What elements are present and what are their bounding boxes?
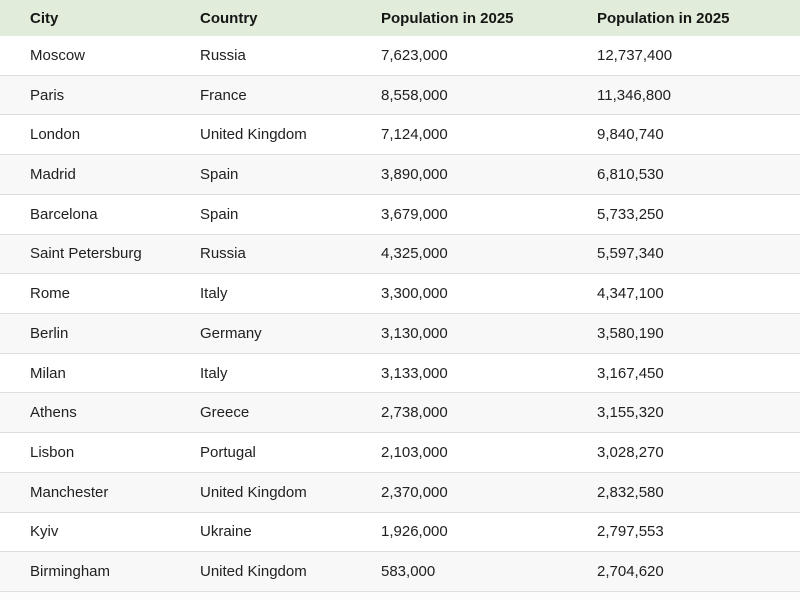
table-row: Rome Italy 3,300,000 4,347,100 — [0, 274, 800, 315]
table-row: Madrid Spain 3,890,000 6,810,530 — [0, 155, 800, 195]
table-row: Saint Petersburg Russia 4,325,000 5,597,… — [0, 234, 800, 275]
population-2025-cell-a: 2,370,000 — [381, 483, 448, 501]
population-2025-cell-b: 9,840,740 — [597, 126, 664, 144]
city-cell: Madrid — [30, 166, 76, 184]
population-2025-cell-a: 3,130,000 — [381, 324, 448, 342]
city-cell: Athens — [30, 404, 77, 422]
table-row: Barcelona Spain 3,679,000 5,733,250 — [0, 194, 800, 235]
population-2025-cell-b: 2,832,580 — [597, 483, 664, 501]
column-header-population-2025-a: Population in 2025 — [381, 9, 514, 27]
table-row: Athens Greece 2,738,000 3,155,320 — [0, 393, 800, 434]
population-2025-cell-b: 3,028,270 — [597, 444, 664, 462]
footer-strip — [0, 592, 800, 600]
population-2025-cell-b: 3,580,190 — [597, 324, 664, 342]
table-row: Birmingham United Kingdom 583,000 2,704,… — [0, 552, 800, 593]
population-2025-cell-a: 4,325,000 — [381, 245, 448, 263]
country-cell: United Kingdom — [200, 126, 307, 144]
population-2025-cell-b: 2,797,553 — [597, 523, 664, 541]
column-header-city: City — [30, 9, 59, 27]
city-cell: Kyiv — [30, 523, 59, 541]
country-cell: United Kingdom — [200, 563, 307, 581]
population-2025-cell-b: 6,810,530 — [597, 166, 664, 184]
city-cell: Manchester — [30, 483, 109, 501]
population-2025-cell-a: 7,623,000 — [381, 46, 448, 64]
country-cell: Italy — [200, 285, 228, 303]
country-cell: Germany — [200, 324, 262, 342]
population-2025-cell-a: 8,558,000 — [381, 86, 448, 104]
population-2025-cell-b: 3,167,450 — [597, 364, 664, 382]
city-cell: Lisbon — [30, 444, 75, 462]
population-2025-cell-a: 2,738,000 — [381, 404, 448, 422]
population-2025-cell-a: 7,124,000 — [381, 126, 448, 144]
population-2025-cell-a: 3,133,000 — [381, 364, 448, 382]
country-cell: Russia — [200, 46, 246, 64]
country-cell: Italy — [200, 364, 228, 382]
country-cell: Russia — [200, 245, 246, 263]
city-cell: Birmingham — [30, 563, 111, 581]
country-cell: Spain — [200, 205, 239, 223]
city-cell: Moscow — [30, 46, 86, 64]
country-cell: United Kingdom — [200, 483, 307, 501]
table-row: London United Kingdom 7,124,000 9,840,74… — [0, 115, 800, 156]
country-cell: France — [200, 86, 247, 104]
table-row: Berlin Germany 3,130,000 3,580,190 — [0, 314, 800, 354]
table-row: Lisbon Portugal 2,103,000 3,028,270 — [0, 433, 800, 473]
column-header-population-2025-b: Population in 2025 — [597, 9, 730, 27]
table-row: Moscow Russia 7,623,000 12,737,400 — [0, 36, 800, 76]
country-cell: Spain — [200, 166, 239, 184]
population-2025-cell-b: 11,346,800 — [597, 86, 671, 104]
population-2025-cell-a: 583,000 — [381, 563, 436, 581]
population-2025-cell-a: 3,300,000 — [381, 285, 448, 303]
city-cell: Paris — [30, 86, 65, 104]
table-row: Manchester United Kingdom 2,370,000 2,83… — [0, 472, 800, 513]
population-2025-cell-a: 2,103,000 — [381, 444, 448, 462]
city-cell: Berlin — [30, 324, 69, 342]
table-row: Kyiv Ukraine 1,926,000 2,797,553 — [0, 512, 800, 553]
city-cell: London — [30, 126, 81, 144]
table-row: Milan Italy 3,133,000 3,167,450 — [0, 353, 800, 394]
country-cell: Portugal — [200, 444, 256, 462]
column-header-country: Country — [200, 9, 258, 27]
table-row: Paris France 8,558,000 11,346,800 — [0, 75, 800, 116]
population-2025-cell-a: 3,890,000 — [381, 166, 448, 184]
city-cell: Barcelona — [30, 205, 98, 223]
population-2025-cell-b: 3,155,320 — [597, 404, 664, 422]
population-2025-cell-a: 3,679,000 — [381, 205, 448, 223]
population-2025-cell-b: 5,597,340 — [597, 245, 664, 263]
population-2025-cell-b: 4,347,100 — [597, 285, 664, 303]
population-2025-cell-a: 1,926,000 — [381, 523, 448, 541]
country-cell: Greece — [200, 404, 250, 422]
population-2025-cell-b: 2,704,620 — [597, 563, 664, 581]
table-header-row: City Country Population in 2025 Populati… — [0, 0, 800, 36]
city-cell: Milan — [30, 364, 66, 382]
city-cell: Saint Petersburg — [30, 245, 142, 263]
population-2025-cell-b: 5,733,250 — [597, 205, 664, 223]
country-cell: Ukraine — [200, 523, 252, 541]
population-2025-cell-b: 12,737,400 — [597, 46, 673, 64]
table-body: Moscow Russia 7,623,000 12,737,400 Paris… — [0, 36, 800, 593]
city-cell: Rome — [30, 285, 71, 303]
